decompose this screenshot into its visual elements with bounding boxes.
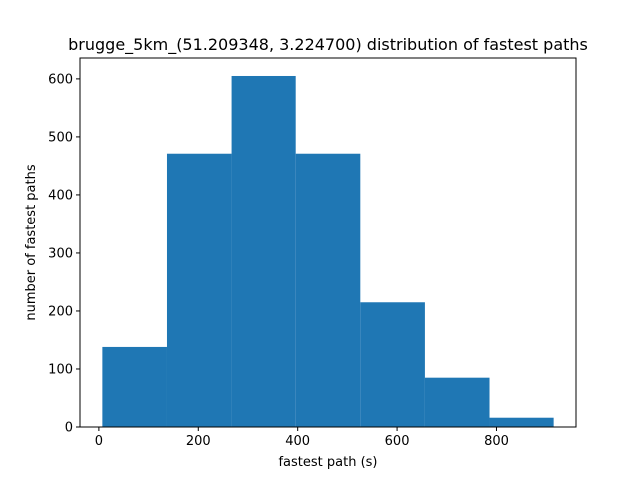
x-tick-label: 200 — [186, 434, 211, 449]
x-tick-label: 0 — [95, 434, 103, 449]
y-axis-ticks: 0 100 200 300 400 500 600 — [48, 72, 80, 436]
y-tick-label: 100 — [48, 362, 73, 377]
x-tick-label: 400 — [285, 434, 310, 449]
y-tick-label: 300 — [48, 246, 73, 261]
y-tick-label: 400 — [48, 188, 73, 203]
chart-title: brugge_5km_(51.209348, 3.224700) distrib… — [68, 35, 588, 55]
x-tick-label: 600 — [385, 434, 410, 449]
y-axis-label: number of fastest paths — [24, 164, 39, 321]
x-axis-ticks: 0 200 400 600 800 — [95, 427, 509, 449]
histogram-bar-5 — [360, 302, 425, 427]
histogram-bar-6 — [424, 377, 490, 427]
histogram-bar-3 — [231, 75, 296, 428]
histogram-bar-1 — [102, 346, 167, 427]
plot-area-frame — [79, 57, 577, 428]
y-tick-label: 600 — [48, 72, 73, 87]
x-tick-label: 800 — [484, 434, 509, 449]
y-tick-label: 500 — [48, 130, 73, 145]
histogram-bar-2 — [166, 153, 232, 427]
histogram-bar-4 — [295, 153, 361, 427]
y-tick-label: 0 — [65, 421, 73, 436]
x-axis-label: fastest path (s) — [278, 455, 377, 470]
histogram-bars — [102, 75, 554, 428]
y-tick-label: 200 — [48, 304, 73, 319]
histogram-bar-7 — [489, 417, 554, 427]
